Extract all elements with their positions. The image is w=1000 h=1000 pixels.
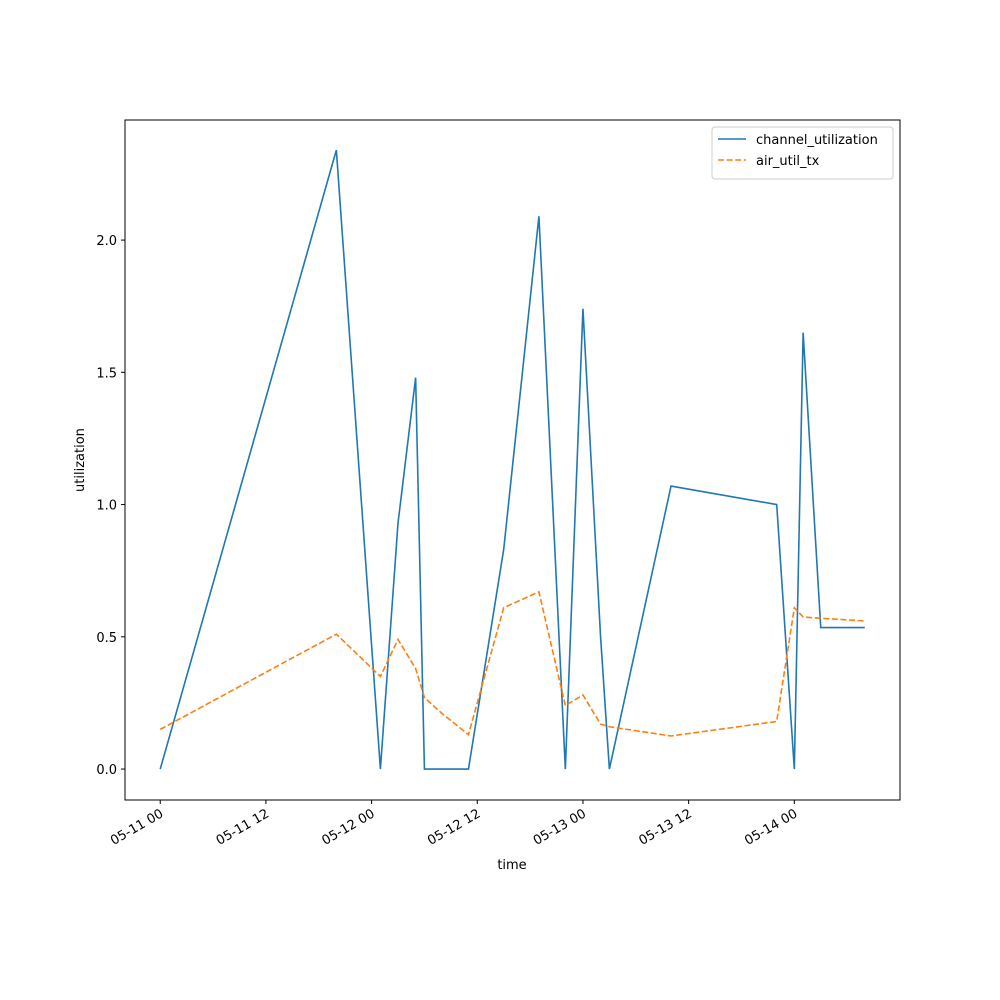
plot-frame [124,119,901,801]
y-tick-label: 2.0 [96,234,117,249]
y-tick-label: 0.0 [96,763,117,778]
y-axis-label: utilization [73,428,88,492]
legend-label: channel_utilization [756,133,878,148]
series-line [159,149,865,770]
x-axis-label: time [497,858,526,873]
legend [711,126,894,180]
y-tick-label: 0.5 [96,631,117,646]
y-tick-label: 1.5 [96,366,117,381]
y-tick-label: 1.0 [96,499,117,514]
legend-label: air_util_tx [756,154,820,169]
